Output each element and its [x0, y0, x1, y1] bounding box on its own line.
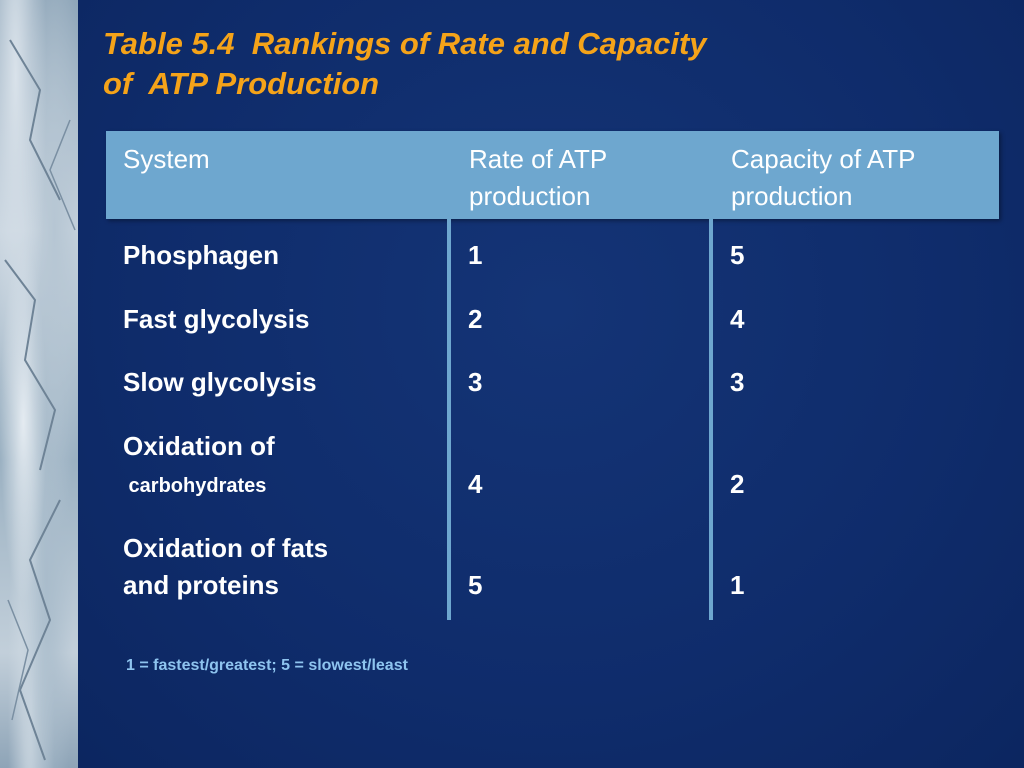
row-5-rate: 5 [468, 570, 483, 600]
row-4-capacity: 2 [730, 469, 745, 499]
header-rate: Rate of ATP production [469, 144, 608, 211]
row-1-rate: 1 [468, 240, 483, 270]
table-header-bar [106, 131, 999, 219]
row-5-capacity: 1 [730, 570, 745, 600]
row-3-system: Slow glycolysis [123, 367, 317, 397]
marble-texture-strip [0, 0, 78, 768]
row-3-capacity: 3 [730, 367, 745, 397]
row-2-system: Fast glycolysis [123, 304, 310, 334]
slide-background [78, 0, 1024, 768]
row-4-system-line-2: carbohydrates [123, 475, 267, 497]
row-2-capacity: 4 [730, 304, 745, 334]
row-3-rate: 3 [468, 367, 483, 397]
column-divider-2 [709, 219, 713, 620]
row-4-system-line-1: Oxidation of [123, 431, 275, 461]
row-5-system-line-2: and proteins [123, 570, 280, 600]
column-divider-1 [447, 219, 451, 620]
row-1-system: Phosphagen [123, 240, 280, 270]
row-5-system-line-1: Oxidation of fats [123, 533, 329, 563]
marble-veins [4, 39, 76, 761]
row-4-rate: 4 [468, 469, 483, 499]
title-line-2: of ATP Production [103, 66, 380, 101]
row-2-rate: 2 [468, 304, 483, 334]
header-system: System [123, 144, 210, 174]
slide-title: Table 5.4 Rankings of Rate and Capacity … [103, 24, 707, 104]
header-capacity: Capacity of ATP production [731, 144, 916, 211]
table-footnote: 1 = fastest/greatest; 5 = slowest/least [126, 657, 408, 674]
row-1-capacity: 5 [730, 240, 745, 270]
title-line-1: Table 5.4 Rankings of Rate and Capacity [103, 26, 707, 61]
